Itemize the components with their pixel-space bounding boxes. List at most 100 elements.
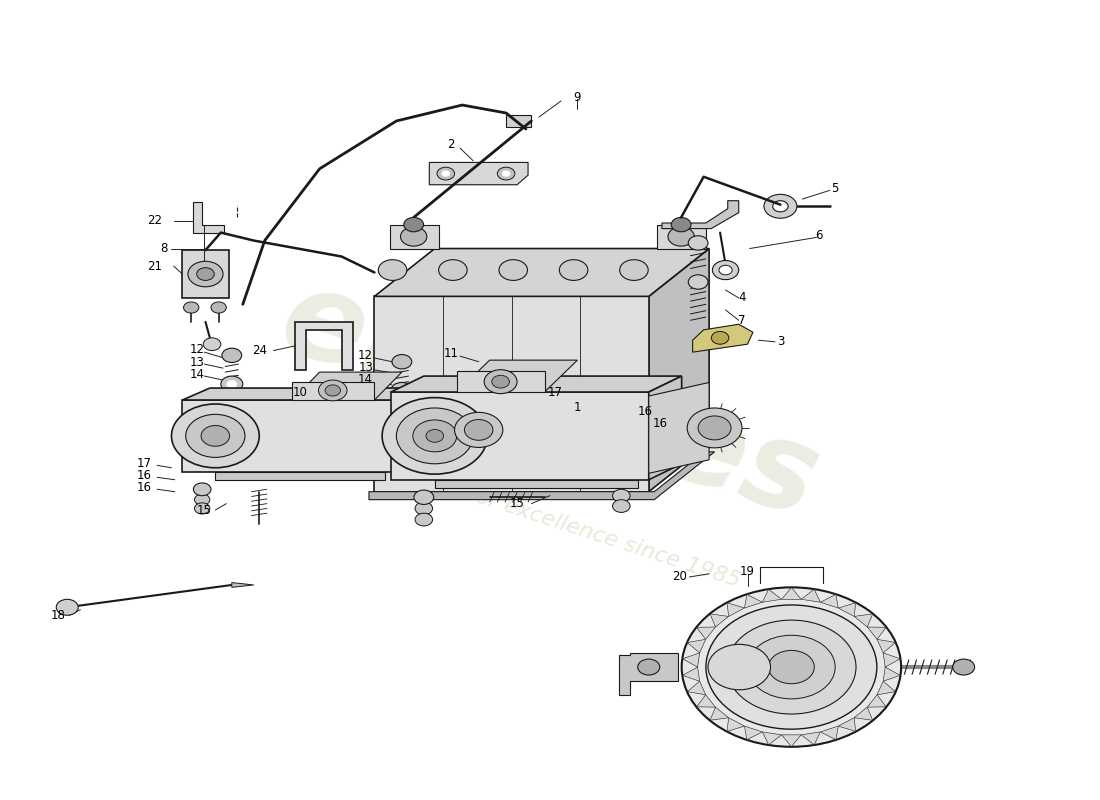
- Circle shape: [502, 170, 510, 177]
- Polygon shape: [727, 718, 745, 731]
- Polygon shape: [649, 376, 682, 480]
- Circle shape: [712, 331, 729, 344]
- Text: 16: 16: [136, 481, 152, 494]
- Circle shape: [769, 650, 814, 684]
- Polygon shape: [429, 162, 528, 185]
- Text: 16: 16: [652, 418, 668, 430]
- Circle shape: [708, 644, 770, 690]
- Polygon shape: [456, 360, 578, 392]
- Polygon shape: [662, 201, 739, 229]
- Text: 16: 16: [136, 470, 152, 482]
- Polygon shape: [711, 614, 728, 627]
- Polygon shape: [506, 114, 531, 127]
- Polygon shape: [396, 394, 473, 464]
- Circle shape: [638, 659, 660, 675]
- Polygon shape: [877, 682, 895, 694]
- Circle shape: [201, 426, 230, 446]
- Polygon shape: [293, 372, 402, 400]
- Circle shape: [454, 412, 503, 447]
- Polygon shape: [682, 653, 700, 667]
- Polygon shape: [693, 324, 754, 352]
- Circle shape: [198, 486, 207, 493]
- Polygon shape: [649, 249, 710, 492]
- Circle shape: [194, 483, 211, 496]
- Text: 1: 1: [574, 402, 581, 414]
- Polygon shape: [434, 480, 638, 488]
- Text: 9: 9: [574, 90, 581, 103]
- Text: 5: 5: [832, 182, 839, 195]
- Circle shape: [221, 376, 243, 392]
- Polygon shape: [216, 472, 385, 480]
- Polygon shape: [883, 667, 900, 682]
- Circle shape: [396, 408, 473, 464]
- Polygon shape: [374, 296, 649, 492]
- Circle shape: [400, 227, 427, 246]
- Circle shape: [172, 404, 260, 468]
- Polygon shape: [293, 382, 374, 400]
- Polygon shape: [374, 249, 710, 296]
- Circle shape: [56, 599, 78, 615]
- Text: europes: europes: [267, 258, 833, 542]
- Circle shape: [682, 587, 901, 746]
- Polygon shape: [368, 444, 715, 500]
- Polygon shape: [232, 582, 254, 587]
- Circle shape: [390, 382, 412, 398]
- Circle shape: [497, 167, 515, 180]
- Text: a passion for excellence since 1985: a passion for excellence since 1985: [358, 449, 742, 590]
- Polygon shape: [745, 726, 762, 740]
- Text: 8: 8: [161, 242, 167, 255]
- Circle shape: [689, 275, 708, 289]
- Polygon shape: [762, 732, 782, 745]
- Circle shape: [227, 380, 238, 388]
- Polygon shape: [801, 732, 821, 745]
- Polygon shape: [696, 627, 715, 639]
- Circle shape: [382, 398, 487, 474]
- Text: 11: 11: [443, 347, 459, 360]
- Polygon shape: [649, 382, 710, 474]
- Circle shape: [613, 490, 630, 502]
- Circle shape: [186, 414, 245, 458]
- Text: 18: 18: [51, 609, 66, 622]
- Text: 24: 24: [252, 344, 266, 357]
- Circle shape: [222, 348, 242, 362]
- Text: 12: 12: [359, 349, 373, 362]
- Polygon shape: [782, 735, 801, 746]
- Circle shape: [613, 500, 630, 513]
- Circle shape: [415, 502, 432, 515]
- Text: 19: 19: [740, 565, 755, 578]
- Polygon shape: [855, 614, 872, 627]
- Circle shape: [441, 170, 450, 177]
- Circle shape: [644, 663, 654, 671]
- Polygon shape: [711, 707, 728, 720]
- Polygon shape: [389, 225, 439, 249]
- Text: 16: 16: [638, 405, 653, 418]
- Polygon shape: [855, 707, 872, 720]
- Polygon shape: [390, 392, 649, 480]
- Circle shape: [437, 167, 454, 180]
- Polygon shape: [727, 602, 745, 617]
- Circle shape: [326, 385, 340, 396]
- Circle shape: [378, 260, 407, 281]
- Circle shape: [404, 218, 424, 232]
- Text: 21: 21: [147, 259, 163, 273]
- Circle shape: [698, 416, 732, 440]
- Circle shape: [195, 503, 210, 514]
- Text: 22: 22: [147, 214, 163, 227]
- Circle shape: [414, 490, 433, 505]
- Circle shape: [764, 194, 796, 218]
- Circle shape: [415, 514, 432, 526]
- Polygon shape: [877, 639, 895, 653]
- Circle shape: [396, 386, 407, 394]
- Polygon shape: [194, 202, 224, 233]
- Polygon shape: [657, 225, 706, 249]
- Text: 20: 20: [672, 570, 686, 583]
- Circle shape: [713, 261, 739, 280]
- Circle shape: [706, 605, 877, 729]
- Text: 14: 14: [189, 368, 205, 381]
- Polygon shape: [296, 322, 352, 370]
- Circle shape: [412, 420, 456, 452]
- Text: 17: 17: [548, 386, 563, 398]
- Circle shape: [499, 260, 528, 281]
- Polygon shape: [183, 388, 424, 400]
- Circle shape: [419, 494, 428, 501]
